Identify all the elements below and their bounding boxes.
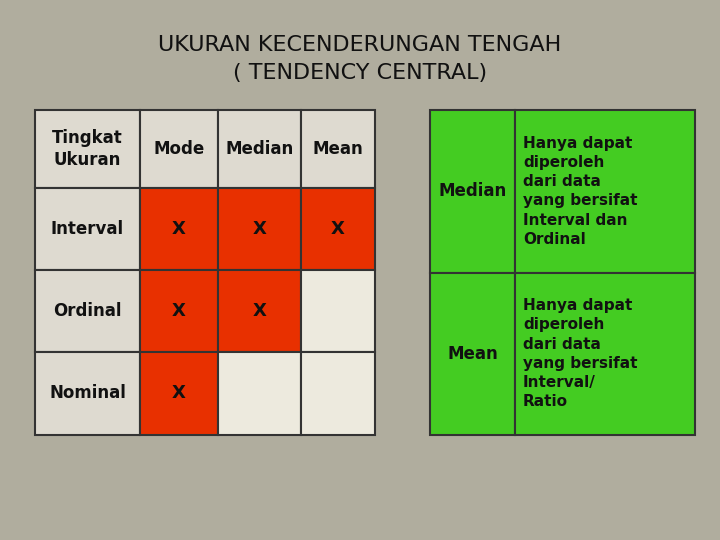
Text: X: X: [172, 302, 186, 320]
Text: X: X: [331, 220, 345, 238]
Bar: [140, 188, 218, 270]
Text: Interval: Interval: [51, 220, 124, 238]
Text: Median: Median: [225, 140, 294, 158]
Text: Nominal: Nominal: [49, 384, 126, 402]
Text: UKURAN KECENDERUNGAN TENGAH: UKURAN KECENDERUNGAN TENGAH: [158, 35, 562, 55]
Text: X: X: [253, 302, 266, 320]
Bar: [140, 110, 218, 188]
Text: Mode: Mode: [153, 140, 204, 158]
Bar: [35, 110, 140, 188]
Bar: [140, 352, 218, 435]
Bar: [218, 110, 301, 188]
Text: Hanya dapat
diperoleh
dari data
yang bersifat
Interval dan
Ordinal: Hanya dapat diperoleh dari data yang ber…: [523, 136, 637, 247]
Bar: [301, 270, 375, 352]
Text: X: X: [253, 220, 266, 238]
Bar: [301, 188, 375, 270]
Text: Tingkat
Ukuran: Tingkat Ukuran: [52, 129, 123, 169]
Text: Ordinal: Ordinal: [53, 302, 122, 320]
Bar: [301, 110, 375, 188]
Text: Median: Median: [438, 183, 507, 200]
Text: ( TENDENCY CENTRAL): ( TENDENCY CENTRAL): [233, 63, 487, 83]
Text: X: X: [172, 220, 186, 238]
Bar: [35, 352, 140, 435]
Bar: [35, 270, 140, 352]
Bar: [218, 352, 301, 435]
Text: X: X: [172, 384, 186, 402]
Bar: [430, 110, 515, 273]
Bar: [515, 110, 695, 273]
Bar: [140, 270, 218, 352]
Text: Hanya dapat
diperoleh
dari data
yang bersifat
Interval/
Ratio: Hanya dapat diperoleh dari data yang ber…: [523, 298, 637, 409]
Bar: [218, 270, 301, 352]
Bar: [515, 273, 695, 435]
Text: Mean: Mean: [312, 140, 364, 158]
Bar: [301, 352, 375, 435]
Bar: [35, 188, 140, 270]
Bar: [218, 188, 301, 270]
Text: Mean: Mean: [447, 345, 498, 363]
Bar: [430, 273, 515, 435]
